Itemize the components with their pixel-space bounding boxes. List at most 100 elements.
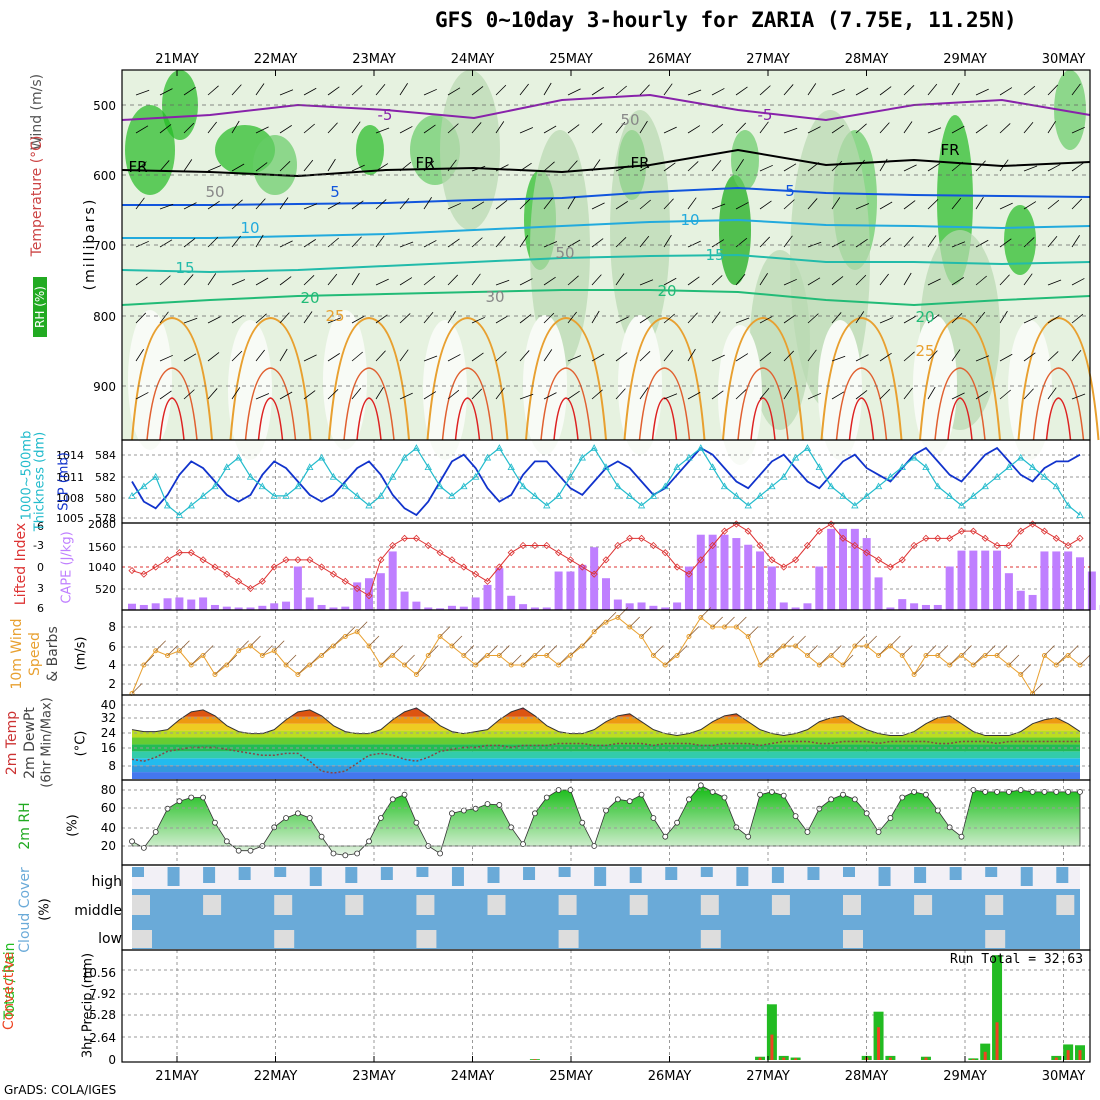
wind-barb [663,83,673,96]
rh-point [164,805,171,812]
wind-barb [759,121,769,134]
panel-frame [121,949,1091,1063]
cape-bar [874,577,883,610]
dry-column [913,315,957,455]
cloud-level-label: high [91,874,122,890]
precip-conv-bar [1054,1057,1058,1060]
wind-point [1053,662,1059,668]
wind-barb [807,126,821,134]
wind-barb [404,654,415,666]
wind-barb [471,165,486,172]
rh-area [131,784,1081,856]
rh-point [294,810,301,817]
wind-barb [783,127,798,134]
wind-barb [855,159,865,172]
wind-barb [135,392,149,400]
wind-barb [183,353,197,362]
wind-barb [519,162,532,172]
wind-barb [471,273,481,286]
lifted-index-point [389,541,397,550]
thickness-point [590,444,598,451]
rh-point [1029,788,1036,795]
thickness-point [744,501,752,509]
temp-band [132,758,1080,766]
wind-barb [807,198,818,210]
wind-barb [1071,278,1085,286]
cape-bar [163,598,172,610]
lifted-index-point [1076,534,1084,542]
slp-line [131,446,1081,517]
wind-barb [783,314,796,324]
wind-barb [543,349,553,362]
wind-point [259,653,265,658]
wind-barb [629,616,640,628]
wind-barb [327,353,340,362]
rh-shade [440,70,500,230]
wind-barb [807,277,821,286]
day-label-bottom: 27MAY [746,1069,790,1084]
wind-barb [179,640,190,652]
wind-barb [159,239,173,248]
wind-barb [399,161,412,172]
lifted-index-point [412,534,420,542]
thickness-point [306,463,314,471]
lifted-index-point [590,570,598,578]
wind-barb [135,240,149,248]
lifted-index-point [780,563,788,571]
wind-barb [591,353,605,362]
wind-barb [543,392,557,400]
wind-barb [543,197,553,210]
wind-point [473,662,479,668]
wind-barb [567,88,581,96]
wind-barb [423,124,436,134]
lifted-index-point [910,541,918,550]
cape-bar [187,599,196,610]
thickness-point [566,472,575,480]
wind-barb [831,89,846,96]
wind-barb [1071,83,1081,96]
thickness-point [353,492,361,499]
thickness-point [507,463,515,471]
temp-tick-label: 16 [101,741,116,755]
rh-shade [731,130,759,190]
wind-barb [593,621,605,633]
cape-bar [542,607,551,610]
wind-point [603,619,609,625]
contour-label: 5 [330,183,340,201]
wind-barb [255,277,269,286]
lifted-index-point [602,556,610,564]
wind-barb [546,645,558,656]
wind-barb [1023,388,1034,400]
wind-barb [351,121,361,134]
wind-barb [687,312,698,324]
wind-barb [807,313,819,324]
wind-barb [663,162,676,172]
wind-barb [925,645,937,656]
wind-barb [255,234,264,248]
wind-barb [736,616,747,628]
rh-point [994,788,1000,795]
lifted-index-point [460,563,468,571]
wind-barb [226,654,238,666]
wind-barb [807,162,820,172]
lifted-index-point [934,534,942,542]
wind-point [982,653,988,658]
wind-barb [927,127,942,134]
rh-point [176,798,183,805]
wind-barb [591,238,604,248]
isotherm-30-lobe [1032,367,1085,441]
rh-point [650,815,657,821]
cape-bar [981,550,990,610]
lifted-index-point [649,541,657,550]
wind-barb [653,645,664,656]
wind-barb [975,311,986,324]
precip-conv-bar [971,1059,975,1060]
precip-conv-bar [758,1057,762,1060]
wind-barb [1023,165,1038,172]
wind-barb [879,388,891,400]
wind-barb [735,122,747,134]
wind-barb [392,645,403,656]
wind-barb [423,355,438,362]
wind-point [544,653,550,658]
wind-barb [495,351,507,362]
